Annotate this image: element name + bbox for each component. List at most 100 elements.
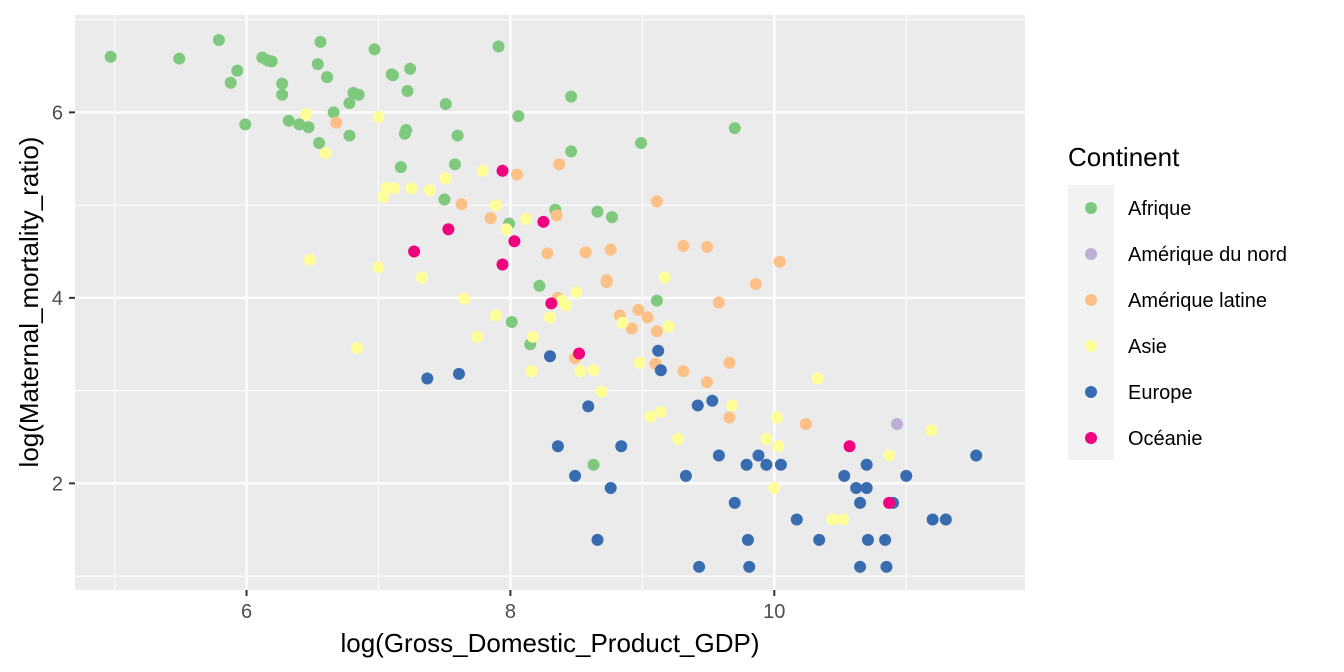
point-asie	[526, 330, 539, 343]
point-afrique	[311, 58, 324, 71]
point-europe	[551, 440, 564, 453]
point-asie	[883, 449, 896, 462]
point-afrique	[400, 124, 413, 136]
point-afrique	[276, 88, 289, 101]
point-asie	[925, 424, 938, 437]
point-amerique-latine	[625, 322, 638, 335]
point-afrique	[212, 34, 225, 47]
point-afrique	[439, 98, 452, 111]
point-afrique	[438, 193, 451, 206]
y-tick-label: 2	[52, 473, 63, 495]
point-asie	[770, 411, 783, 424]
point-amerique-latine	[632, 303, 645, 316]
point-europe	[591, 533, 604, 546]
x-tick-label: 6	[241, 601, 252, 623]
point-europe	[693, 560, 706, 573]
legend-key	[1085, 248, 1097, 260]
point-afrique	[635, 136, 648, 149]
point-amerique-latine	[749, 277, 762, 290]
point-asie	[574, 365, 587, 378]
point-amerique-du-nord	[891, 417, 904, 430]
point-afrique	[650, 294, 663, 307]
point-afrique	[282, 114, 295, 127]
point-asie	[587, 364, 600, 377]
point-europe	[691, 399, 704, 412]
point-europe	[879, 533, 892, 546]
point-oceanie	[843, 440, 856, 453]
legend-key	[1085, 294, 1097, 306]
point-europe	[854, 496, 867, 509]
point-afrique	[565, 90, 578, 103]
point-asie	[520, 213, 533, 226]
point-amerique-latine	[484, 212, 497, 225]
point-afrique	[394, 161, 407, 174]
point-europe	[861, 533, 874, 546]
point-asie	[836, 513, 849, 526]
point-oceanie	[573, 347, 586, 360]
point-asie	[768, 481, 781, 494]
point-europe	[900, 469, 913, 482]
point-europe	[760, 458, 773, 471]
point-europe	[838, 469, 851, 482]
point-afrique	[728, 122, 741, 135]
point-europe	[939, 513, 952, 526]
point-asie	[772, 440, 785, 453]
point-oceanie	[496, 258, 509, 271]
point-amerique-latine	[701, 376, 714, 389]
point-europe	[679, 469, 692, 482]
point-asie	[439, 172, 452, 185]
point-amerique-latine	[579, 246, 592, 259]
data-points	[104, 34, 983, 573]
point-asie	[633, 356, 646, 369]
point-asie	[303, 253, 316, 266]
point-afrique	[265, 55, 278, 68]
point-europe	[582, 400, 595, 413]
point-asie	[570, 286, 583, 299]
y-axis-ticks: 2 4 6	[52, 102, 75, 495]
legend-label: Amérique du nord	[1128, 244, 1287, 266]
point-asie	[525, 365, 538, 378]
point-europe	[728, 496, 741, 509]
point-oceanie	[496, 164, 509, 177]
legend-label: Asie	[1128, 336, 1167, 358]
point-europe	[452, 367, 465, 380]
legend-label: Afrique	[1128, 198, 1191, 220]
point-asie	[377, 190, 390, 203]
point-afrique	[512, 110, 525, 123]
point-europe	[880, 560, 893, 573]
point-afrique	[352, 88, 365, 101]
point-oceanie	[442, 223, 455, 236]
point-europe	[604, 481, 617, 494]
point-asie	[726, 399, 739, 412]
point-afrique	[343, 129, 356, 142]
x-axis-ticks: 6 8 10	[241, 590, 785, 623]
y-axis-title: log(Maternal_mortality_ratio)	[14, 137, 44, 468]
point-afrique	[321, 71, 334, 84]
point-asie	[658, 271, 671, 284]
point-amerique-latine	[511, 168, 524, 181]
point-amerique-latine	[650, 325, 663, 338]
point-asie	[559, 299, 572, 312]
point-asie	[471, 330, 484, 343]
point-asie	[760, 432, 773, 445]
point-europe	[860, 481, 873, 494]
point-europe	[740, 458, 753, 471]
point-amerique-latine	[604, 243, 617, 256]
point-afrique	[606, 211, 619, 224]
point-europe	[741, 533, 754, 546]
y-tick-label: 6	[52, 102, 63, 124]
point-oceanie	[537, 215, 550, 228]
point-asie	[476, 164, 489, 177]
point-afrique	[587, 458, 600, 471]
point-asie	[423, 184, 436, 197]
point-asie	[416, 271, 429, 284]
point-amerique-latine	[677, 239, 690, 252]
point-amerique-latine	[677, 365, 690, 378]
point-oceanie	[883, 496, 896, 509]
point-europe	[654, 364, 667, 377]
point-asie	[489, 309, 502, 322]
point-asie	[351, 341, 364, 354]
point-asie	[388, 182, 401, 195]
legend-label: Océanie	[1128, 428, 1203, 450]
point-afrique	[313, 136, 326, 149]
